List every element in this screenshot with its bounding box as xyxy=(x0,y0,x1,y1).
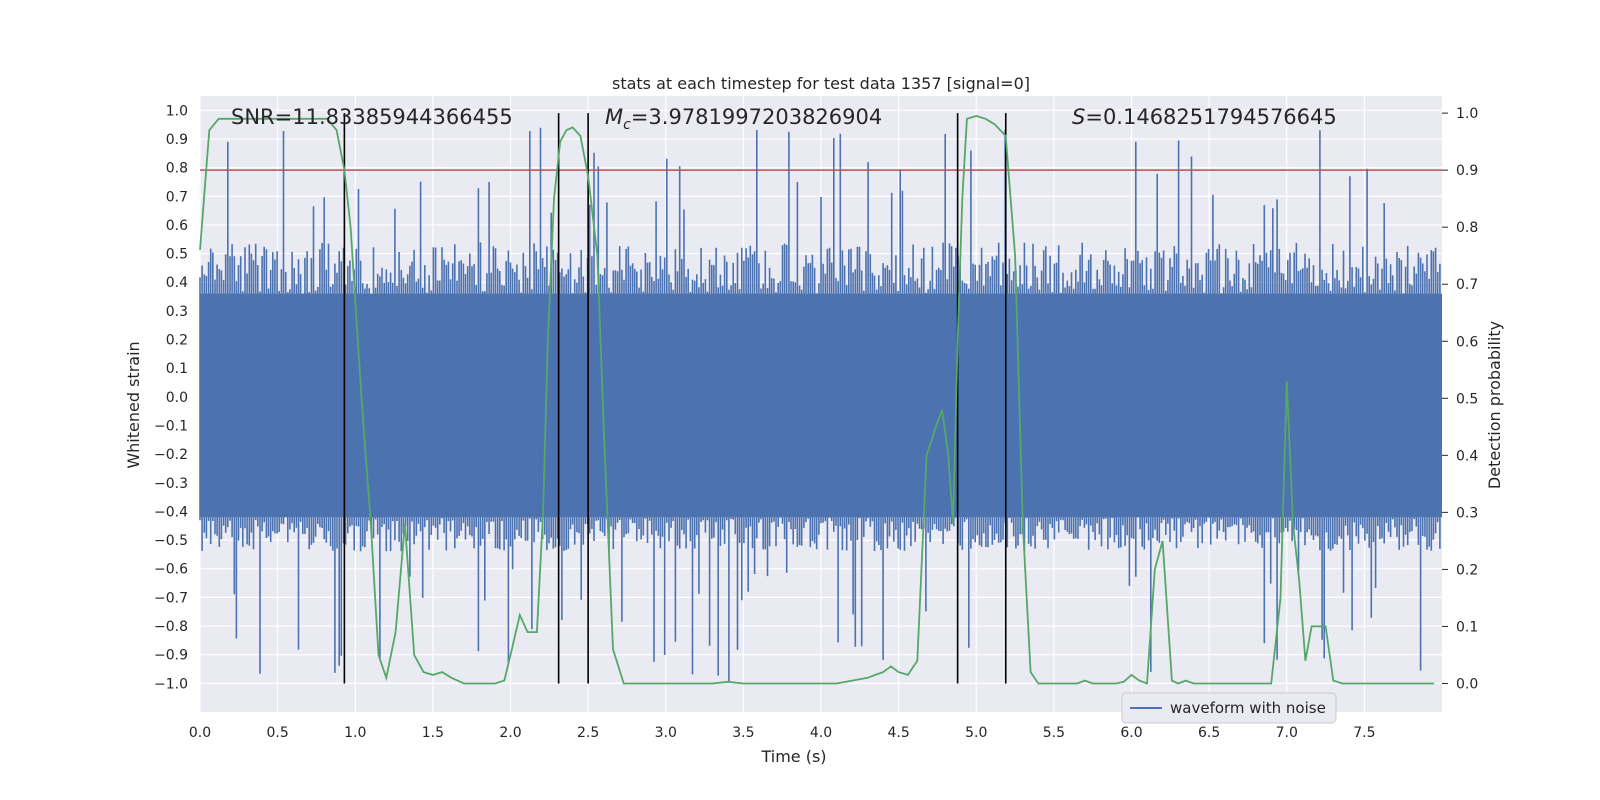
x-tick-label: 6.5 xyxy=(1198,725,1220,741)
x-tick-label: 5.5 xyxy=(1043,725,1065,741)
x-tick-label: 7.5 xyxy=(1353,725,1375,741)
s-symbol: S xyxy=(1072,105,1085,129)
y-left-tick-label: −0.3 xyxy=(154,476,188,492)
y-left-tick-label: −0.9 xyxy=(154,648,188,664)
x-tick-label: 1.5 xyxy=(422,725,444,741)
y-right-tick-label: 1.0 xyxy=(1456,106,1478,122)
waveform-line xyxy=(199,127,1441,681)
x-tick-label: 4.5 xyxy=(887,725,909,741)
y-left-tick-label: −0.1 xyxy=(154,418,188,434)
y-left-tick-label: −0.5 xyxy=(154,533,188,549)
y-left-tick-label: −0.8 xyxy=(154,619,188,635)
y-right-tick-label: 0.0 xyxy=(1456,676,1478,692)
y-left-tick-label: 0.4 xyxy=(166,275,188,291)
chart-title: stats at each timestep for test data 135… xyxy=(612,74,1030,93)
y-left-tick-label: 0.2 xyxy=(166,333,188,349)
y-left-tick-label: 0.8 xyxy=(166,161,188,177)
x-tick-label: 6.0 xyxy=(1120,725,1142,741)
chirp-mass-symbol: M xyxy=(605,105,623,129)
x-tick-label: 7.0 xyxy=(1276,725,1298,741)
y-axis-label-right: Detection probability xyxy=(1485,321,1504,489)
y-left-tick-label: −0.6 xyxy=(154,562,188,578)
x-tick-label: 0.0 xyxy=(189,725,211,741)
x-tick-label: 0.5 xyxy=(266,725,288,741)
probability-line xyxy=(199,115,1435,685)
probability-series xyxy=(199,115,1435,685)
y-left-tick-label: −1.0 xyxy=(154,676,188,692)
y-left-tick-label: 0.1 xyxy=(166,361,188,377)
y-right-tick-label: 0.9 xyxy=(1456,163,1478,179)
chirp-mass-annotation: Mc=3.9781997203826904 xyxy=(605,105,882,133)
s-value: =0.1468251794576645 xyxy=(1085,105,1336,129)
chirp-mass-subscript: c xyxy=(623,117,631,133)
right-axis-ticks: 1.0 0.9 0.8 0.7 0.6 0.5 0.4 0.3 0.2 0.1 0.0 xyxy=(1442,106,1478,692)
x-axis-ticks: 0.0 0.5 1.0 1.5 2.0 2.5 3.0 3.5 4.0 4.5 5.0 5.5 6.0 6… xyxy=(189,725,1376,741)
y-axis-label-left: Whitened strain xyxy=(124,341,143,468)
chirp-mass-value: =3.9781997203826904 xyxy=(631,105,882,129)
s-annotation: S=0.1468251794576645 xyxy=(1072,105,1337,129)
y-right-tick-label: 0.5 xyxy=(1456,391,1478,407)
legend-box xyxy=(1121,692,1337,724)
y-right-tick-label: 0.8 xyxy=(1456,220,1478,236)
x-tick-label: 3.5 xyxy=(732,725,754,741)
y-right-tick-label: 0.7 xyxy=(1456,277,1478,293)
x-tick-label: 5.0 xyxy=(965,725,987,741)
y-left-tick-label: 0.7 xyxy=(166,189,188,205)
y-left-tick-label: −0.4 xyxy=(154,504,188,520)
left-axis-ticks: 1.0 0.9 0.8 0.7 0.6 0.5 0.4 0.3 0.2 0.1 0.0 −0.1 −0.… xyxy=(154,103,188,692)
snr-annotation: SNR=11.83385944366455 xyxy=(231,105,513,129)
y-right-tick-label: 0.3 xyxy=(1456,505,1478,521)
y-left-tick-label: 0.3 xyxy=(166,304,188,320)
x-tick-label: 3.0 xyxy=(655,725,677,741)
y-left-tick-label: 0.5 xyxy=(166,247,188,263)
y-right-tick-label: 0.6 xyxy=(1456,334,1478,350)
y-left-tick-label: 0.6 xyxy=(166,218,188,234)
y-left-tick-label: 0.0 xyxy=(166,390,188,406)
event-lines xyxy=(200,113,1442,684)
y-left-tick-label: 0.9 xyxy=(166,132,188,148)
x-tick-label: 1.0 xyxy=(344,725,366,741)
y-left-tick-label: 1.0 xyxy=(166,103,188,119)
waveform-series xyxy=(199,127,1442,681)
x-tick-label: 2.0 xyxy=(499,725,521,741)
y-right-tick-label: 0.2 xyxy=(1456,562,1478,578)
legend: waveform with noise xyxy=(1121,692,1337,724)
y-right-tick-label: 0.1 xyxy=(1456,619,1478,635)
y-left-tick-label: −0.2 xyxy=(154,447,188,463)
y-left-tick-label: −0.7 xyxy=(154,590,188,606)
y-right-tick-label: 0.4 xyxy=(1456,448,1478,464)
x-tick-label: 2.5 xyxy=(577,725,599,741)
x-axis-label: Time (s) xyxy=(760,747,826,766)
x-tick-label: 4.0 xyxy=(810,725,832,741)
legend-label: waveform with noise xyxy=(1170,699,1326,717)
